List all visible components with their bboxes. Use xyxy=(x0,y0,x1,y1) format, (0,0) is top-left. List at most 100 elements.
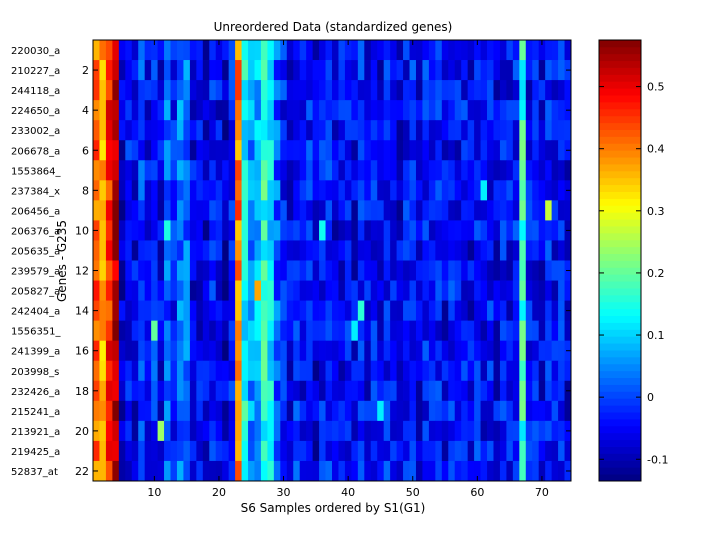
heatmap-cell xyxy=(467,40,475,61)
heatmap-cell xyxy=(164,460,171,482)
heatmap-cell xyxy=(448,360,456,382)
heatmap-cell xyxy=(467,60,475,81)
heatmap-cell xyxy=(215,240,223,261)
heatmap-cell xyxy=(351,60,359,81)
heatmap-cell xyxy=(467,360,475,382)
heatmap-cell xyxy=(248,260,255,281)
row-label: 219425_a xyxy=(11,447,60,458)
heatmap-cell xyxy=(170,400,178,422)
heatmap-cell xyxy=(519,420,527,442)
heatmap-cell xyxy=(506,460,514,482)
heatmap-cell xyxy=(435,340,443,362)
heatmap-cell xyxy=(338,60,346,81)
colorbar-swatch xyxy=(599,384,641,392)
heatmap-cell xyxy=(519,320,527,342)
heatmap-cell xyxy=(196,460,204,482)
heatmap-cell xyxy=(545,40,553,61)
heatmap-cell xyxy=(332,100,339,121)
heatmap-cell xyxy=(267,360,275,382)
colorbar-swatch xyxy=(599,363,641,372)
heatmap-cell xyxy=(325,460,333,482)
heatmap-cell xyxy=(176,380,184,402)
heatmap-cell xyxy=(118,360,126,382)
heatmap-cell xyxy=(383,280,391,301)
heatmap-cell xyxy=(441,420,449,442)
heatmap-cell xyxy=(125,380,133,402)
heatmap-cell xyxy=(422,200,430,221)
heatmap-cell xyxy=(235,280,242,301)
heatmap-cell xyxy=(474,140,481,161)
row-label: 242404_a xyxy=(11,307,60,318)
heatmap-cell xyxy=(131,80,139,101)
heatmap-cell xyxy=(551,220,559,241)
heatmap-cell xyxy=(189,380,197,402)
heatmap-cell xyxy=(202,440,210,462)
heatmap-cell xyxy=(189,60,197,81)
heatmap-cell xyxy=(454,160,462,181)
heatmap-cell xyxy=(435,220,443,241)
heatmap-cell xyxy=(461,80,469,101)
heatmap-cell xyxy=(415,220,423,241)
colorbar-tick-label: 0.3 xyxy=(647,205,665,218)
heatmap-cell xyxy=(209,460,217,482)
heatmap-cell xyxy=(235,120,242,141)
heatmap-cell xyxy=(93,80,100,101)
heatmap-cell xyxy=(254,260,262,281)
heatmap-cell xyxy=(176,240,184,261)
heatmap-cell xyxy=(267,120,275,141)
heatmap-cell xyxy=(545,360,553,382)
heatmap-cell xyxy=(435,360,443,382)
heatmap-cell xyxy=(138,140,146,161)
heatmap-cell xyxy=(196,40,204,61)
heatmap-cell xyxy=(170,360,178,382)
heatmap-cell xyxy=(390,220,397,241)
heatmap-cell xyxy=(228,120,236,141)
heatmap-cell xyxy=(532,300,540,322)
heatmap-cell xyxy=(209,160,217,181)
heatmap-cell xyxy=(254,280,262,301)
heatmap-cell xyxy=(93,120,100,141)
heatmap-cell xyxy=(125,440,133,462)
heatmap-cell xyxy=(273,440,281,462)
heatmap-cell xyxy=(357,260,365,281)
heatmap-cell xyxy=(222,80,230,101)
heatmap-cell xyxy=(299,420,307,442)
heatmap-cell xyxy=(235,260,242,281)
heatmap-cell xyxy=(519,300,527,322)
heatmap-cell xyxy=(189,300,197,322)
heatmap-cell xyxy=(312,300,320,322)
heatmap-cell xyxy=(125,340,133,362)
heatmap-cell xyxy=(267,100,275,121)
colorbar-swatch xyxy=(599,239,641,248)
heatmap-cell xyxy=(183,60,191,81)
heatmap-cell xyxy=(280,260,288,281)
heatmap-cell xyxy=(545,400,553,422)
heatmap-cell xyxy=(235,160,242,181)
heatmap-cell xyxy=(319,340,326,362)
heatmap-cell xyxy=(487,40,494,61)
heatmap-cell xyxy=(183,200,191,221)
heatmap-cell xyxy=(525,160,533,181)
heatmap-cell xyxy=(260,380,268,402)
heatmap-cell xyxy=(189,180,197,201)
heatmap-cell xyxy=(325,80,333,101)
heatmap-cell xyxy=(164,300,171,322)
heatmap-cell xyxy=(467,440,475,462)
heatmap-cell xyxy=(325,380,333,402)
heatmap-cell xyxy=(273,140,281,161)
heatmap-cell xyxy=(286,240,294,261)
heatmap-cell xyxy=(170,260,178,281)
colorbar-swatch xyxy=(599,170,641,179)
heatmap-cell xyxy=(267,140,275,161)
heatmap-cell xyxy=(202,340,210,362)
heatmap-cell xyxy=(344,300,352,322)
heatmap-cell xyxy=(357,240,365,261)
heatmap-cell xyxy=(170,200,178,221)
heatmap-cell xyxy=(435,100,443,121)
heatmap-cell xyxy=(441,200,449,221)
heatmap-cell xyxy=(480,200,488,221)
row-label: 1556351_ xyxy=(11,327,62,338)
heatmap-cell xyxy=(338,400,346,422)
colorbar-swatch xyxy=(599,446,641,454)
heatmap-cell xyxy=(118,180,126,201)
